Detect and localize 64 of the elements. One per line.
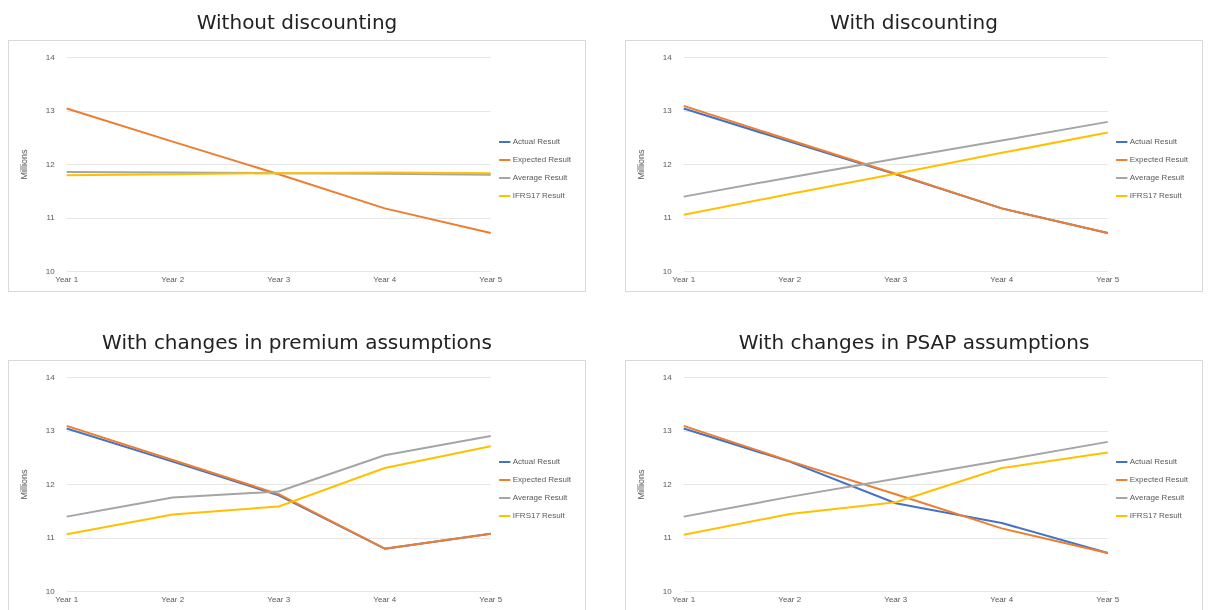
y-tick-label: 11 [663,533,673,543]
x-tick-label: Year 4 [373,275,397,285]
y-tick-label: 10 [45,586,56,596]
y-tick-label: 10 [662,586,673,596]
legend-label: Actual Result [1129,457,1178,467]
y-tick-label: 13 [45,106,56,116]
y-tick-label: 13 [662,106,673,116]
x-tick-label: Year 1 [672,275,696,285]
legend-label: IFRS17 Result [512,511,566,521]
y-tick-label: 12 [45,159,56,169]
legend-label: IFRS17 Result [512,191,566,201]
x-tick-label: Year 5 [479,595,503,605]
x-tick-label: Year 2 [778,595,802,605]
legend-label: Average Result [1129,493,1186,503]
y-tick-label: 14 [45,373,56,382]
y-tick-label: 10 [45,266,56,276]
x-tick-label: Year 2 [161,275,185,285]
y-tick-label: 13 [45,426,56,436]
y-axis-title: Millions [18,149,29,180]
y-tick-label: 12 [45,479,56,489]
legend-label: Actual Result [512,457,561,467]
x-tick-label: Year 4 [990,275,1014,285]
chart-title: Without discounting [195,9,399,36]
legend-label: Average Result [512,173,569,183]
x-tick-label: Year 5 [1096,595,1120,605]
x-tick-label: Year 3 [884,275,908,285]
x-tick-label: Year 3 [267,595,291,605]
y-tick-label: 11 [46,213,56,223]
x-tick-label: Year 2 [778,275,802,285]
y-tick-label: 12 [662,159,673,169]
x-tick-label: Year 3 [884,595,908,605]
chart-title: With changes in PSAP assumptions [737,329,1091,356]
y-tick-label: 14 [662,373,673,382]
x-tick-label: Year 1 [672,595,696,605]
legend-label: Expected Result [512,475,572,485]
x-tick-label: Year 5 [479,275,503,285]
x-tick-label: Year 4 [373,595,397,605]
legend-label: IFRS17 Result [1129,511,1183,521]
y-axis-title: Millions [635,469,646,500]
y-tick-label: 14 [662,53,673,62]
legend-label: IFRS17 Result [1129,191,1183,201]
legend-label: Expected Result [1129,155,1189,165]
legend-label: Expected Result [1129,475,1189,485]
legend-label: Actual Result [1129,137,1178,147]
y-tick-label: 11 [663,213,673,223]
x-tick-label: Year 1 [55,275,79,285]
chart-title: With discounting [829,9,999,36]
x-tick-label: Year 3 [267,275,291,285]
y-tick-label: 14 [45,53,56,62]
legend-label: Average Result [1129,173,1186,183]
legend-label: Actual Result [512,137,561,147]
legend-label: Expected Result [512,155,572,165]
y-tick-label: 11 [46,533,56,543]
chart-title: With changes in premium assumptions [101,329,493,356]
y-tick-label: 12 [662,479,673,489]
y-axis-title: Millions [635,149,646,180]
x-tick-label: Year 2 [161,595,185,605]
y-tick-label: 10 [662,266,673,276]
x-tick-label: Year 5 [1096,275,1120,285]
y-tick-label: 13 [662,426,673,436]
legend-label: Average Result [512,493,569,503]
x-tick-label: Year 1 [55,595,79,605]
y-axis-title: Millions [18,469,29,500]
x-tick-label: Year 4 [990,595,1014,605]
